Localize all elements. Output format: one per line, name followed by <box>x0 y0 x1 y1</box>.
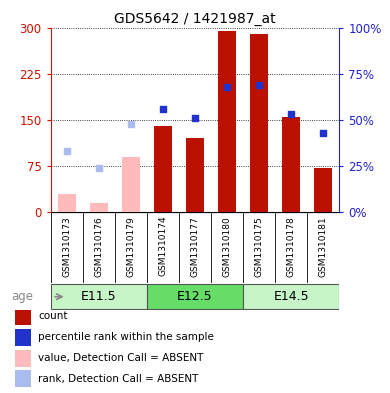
Point <box>128 120 134 127</box>
Point <box>192 115 198 121</box>
Point <box>64 148 70 154</box>
Text: GSM1310180: GSM1310180 <box>223 216 232 277</box>
Point <box>160 106 166 112</box>
Text: GSM1310177: GSM1310177 <box>190 216 200 277</box>
Point <box>96 165 102 171</box>
Text: GSM1310176: GSM1310176 <box>94 216 103 277</box>
Text: percentile rank within the sample: percentile rank within the sample <box>38 332 214 342</box>
Bar <box>15 307 31 325</box>
Title: GDS5642 / 1421987_at: GDS5642 / 1421987_at <box>114 13 276 26</box>
Point <box>256 82 262 88</box>
Bar <box>15 370 31 387</box>
Bar <box>243 284 339 309</box>
Point <box>288 111 294 118</box>
Text: GSM1310175: GSM1310175 <box>255 216 264 277</box>
Text: GSM1310173: GSM1310173 <box>62 216 71 277</box>
Bar <box>147 284 243 309</box>
Point <box>320 130 326 136</box>
Text: GSM1310179: GSM1310179 <box>126 216 135 277</box>
Text: E12.5: E12.5 <box>177 290 213 303</box>
Bar <box>218 31 236 212</box>
Bar <box>154 126 172 212</box>
Text: GSM1310178: GSM1310178 <box>287 216 296 277</box>
Bar <box>90 203 108 212</box>
Text: value, Detection Call = ABSENT: value, Detection Call = ABSENT <box>38 353 204 364</box>
Point <box>224 83 230 90</box>
Text: count: count <box>38 311 68 321</box>
Bar <box>51 284 147 309</box>
Bar <box>15 350 31 367</box>
Bar <box>250 34 268 212</box>
Bar <box>186 138 204 212</box>
Bar <box>58 194 76 212</box>
Bar <box>122 157 140 212</box>
Text: rank, Detection Call = ABSENT: rank, Detection Call = ABSENT <box>38 374 199 384</box>
Bar <box>282 117 300 212</box>
Bar <box>314 168 332 212</box>
Text: GSM1310181: GSM1310181 <box>319 216 328 277</box>
Text: E11.5: E11.5 <box>81 290 117 303</box>
Bar <box>15 329 31 346</box>
Text: E14.5: E14.5 <box>273 290 309 303</box>
Text: GSM1310174: GSM1310174 <box>158 216 167 276</box>
Text: age: age <box>12 290 34 303</box>
